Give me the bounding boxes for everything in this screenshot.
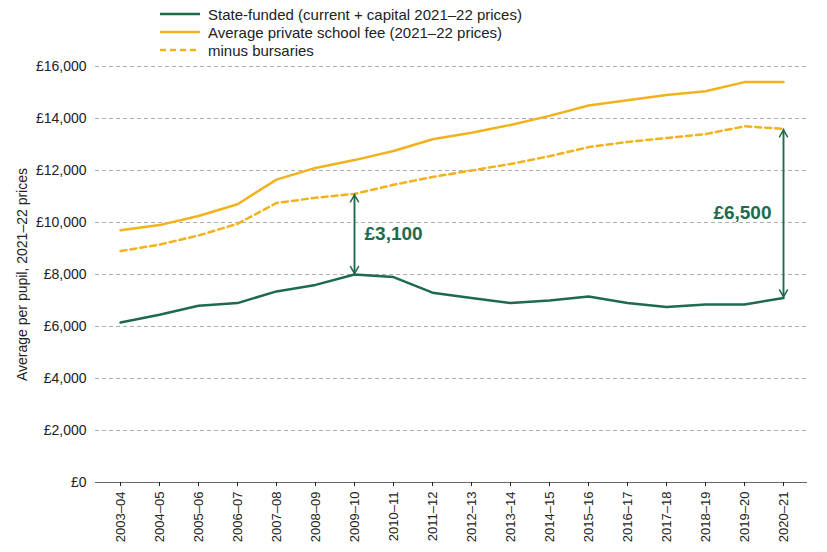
svg-text:2011–12: 2011–12 bbox=[425, 492, 440, 542]
svg-text:£12,000: £12,000 bbox=[36, 162, 87, 178]
html-text:State-funded (current + capita: State-funded (current + capital 2021–22 … bbox=[208, 5, 522, 23]
svg-text:Average per pupil, 2021–22 pri: Average per pupil, 2021–22 prices bbox=[14, 168, 30, 381]
svg-text:£6,500: £6,500 bbox=[713, 202, 771, 223]
svg-text:£8,000: £8,000 bbox=[44, 266, 87, 282]
svg-text:2006–07: 2006–07 bbox=[230, 492, 245, 543]
svg-text:2017–18: 2017–18 bbox=[659, 492, 674, 543]
svg-text:2019–20: 2019–20 bbox=[737, 492, 752, 543]
svg-text:2010–11: 2010–11 bbox=[386, 492, 401, 542]
svg-text:2020–21: 2020–21 bbox=[776, 492, 791, 543]
svg-text:2005–06: 2005–06 bbox=[191, 492, 206, 543]
svg-text:2014–15: 2014–15 bbox=[542, 492, 557, 543]
svg-text:£3,100: £3,100 bbox=[365, 223, 423, 244]
svg-text:2012–13: 2012–13 bbox=[464, 492, 479, 543]
svg-text:2018–19: 2018–19 bbox=[698, 492, 713, 543]
html-text:minus bursaries: minus bursaries bbox=[208, 41, 314, 59]
svg-text:2003–04: 2003–04 bbox=[113, 492, 128, 543]
svg-text:£0: £0 bbox=[71, 474, 87, 490]
svg-text:£4,000: £4,000 bbox=[44, 370, 87, 386]
svg-text:2008–09: 2008–09 bbox=[308, 492, 323, 543]
svg-text:2009–10: 2009–10 bbox=[347, 492, 362, 543]
html-text:Average private school fee (20: Average private school fee (2021–22 pric… bbox=[208, 23, 503, 41]
svg-text:2015–16: 2015–16 bbox=[581, 492, 596, 543]
svg-text:2007–08: 2007–08 bbox=[269, 492, 284, 543]
svg-text:£6,000: £6,000 bbox=[44, 318, 87, 334]
svg-text:£2,000: £2,000 bbox=[44, 422, 87, 438]
svg-text:2016–17: 2016–17 bbox=[620, 492, 635, 543]
svg-text:£14,000: £14,000 bbox=[36, 110, 87, 126]
svg-text:2004–05: 2004–05 bbox=[152, 492, 167, 543]
svg-text:£10,000: £10,000 bbox=[36, 214, 87, 230]
svg-text:£16,000: £16,000 bbox=[36, 58, 87, 74]
svg-text:2013–14: 2013–14 bbox=[503, 492, 518, 543]
